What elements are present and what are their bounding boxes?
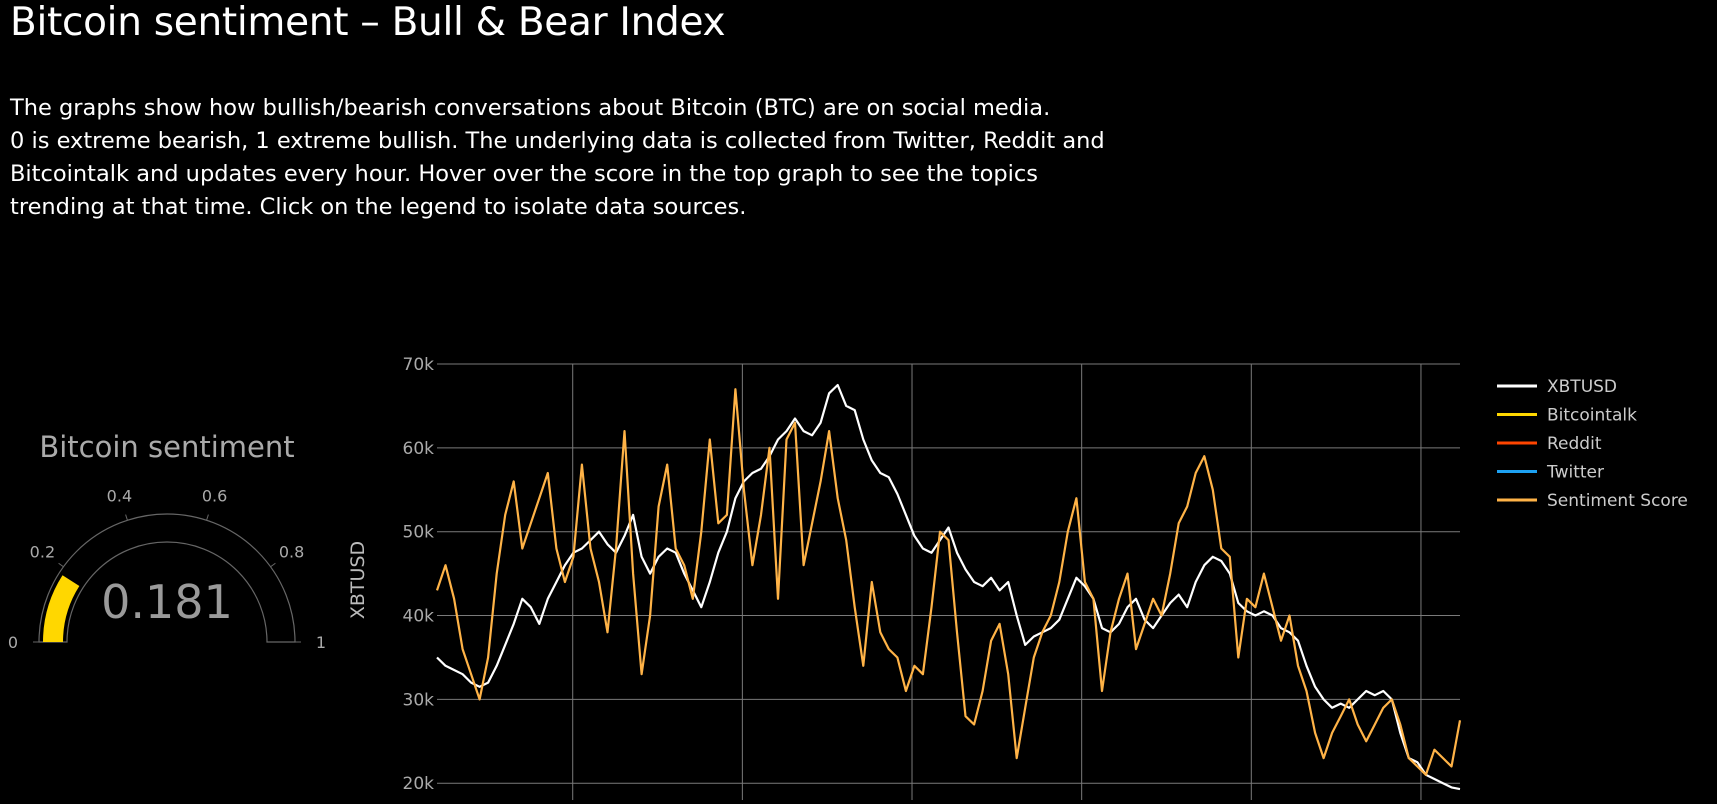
page-title: Bitcoin sentiment – Bull & Bear Index xyxy=(10,0,726,45)
legend-item-bitcointalk[interactable]: Bitcointalk xyxy=(1497,406,1637,426)
gauge-tick xyxy=(206,514,209,521)
y-tick-label: 40k xyxy=(403,607,435,627)
description-line: The graphs show how bullish/bearish conv… xyxy=(10,95,1051,121)
gauge-tick-label: 0.8 xyxy=(279,542,304,561)
gauge-tick-label: 0.4 xyxy=(107,487,132,506)
gauge-tick xyxy=(58,562,64,568)
legend-label: XBTUSD xyxy=(1547,377,1617,397)
y-tick-label: 20k xyxy=(403,774,435,794)
gauge-outline xyxy=(38,513,296,643)
series-line-sentiment-score xyxy=(435,388,1462,776)
y-tick-label: 70k xyxy=(403,355,435,375)
gauge-tick-label: 0.2 xyxy=(30,542,55,561)
legend-label: Reddit xyxy=(1547,434,1602,454)
legend-item-reddit[interactable]: Reddit xyxy=(1497,434,1602,454)
gauge-title: Bitcoin sentiment xyxy=(39,430,294,464)
sentiment-gauge: Bitcoin sentiment 0 0.2 0.4 0.6 0.8 1 0.181 xyxy=(8,430,326,652)
description-line: 0 is extreme bearish, 1 extreme bullish.… xyxy=(10,128,1105,154)
y-tick-label: 30k xyxy=(403,690,435,710)
gauge-tick-label: 1 xyxy=(316,633,326,652)
gauge-value: 0.181 xyxy=(101,575,233,629)
legend-label: Sentiment Score xyxy=(1547,491,1688,511)
legend-item-xbtusd[interactable]: XBTUSD xyxy=(1497,377,1617,397)
y-tick-label: 60k xyxy=(403,439,435,459)
gauge-tick-label: 0 xyxy=(8,633,18,652)
gauge-value-bar xyxy=(43,575,80,642)
page-description: The graphs show how bullish/bearish conv… xyxy=(10,92,1110,224)
gauge-tick-label: 0.6 xyxy=(202,487,227,506)
legend-item-sentiment-score[interactable]: Sentiment Score xyxy=(1497,491,1688,511)
gauge-tick xyxy=(270,562,276,568)
legend-label: Bitcointalk xyxy=(1547,406,1637,426)
gauge-tick xyxy=(125,514,128,521)
legend-label: Twitter xyxy=(1546,463,1604,483)
series-line-xbtusd xyxy=(436,383,1461,791)
description-line: Bitcointalk and updates every hour. Hove… xyxy=(10,161,1038,187)
description-line: trending at that time. Click on the lege… xyxy=(10,194,747,220)
legend-item-twitter[interactable]: Twitter xyxy=(1497,463,1604,483)
y-axis-label: XBTUSD xyxy=(347,541,369,619)
y-tick-label: 50k xyxy=(403,523,435,543)
